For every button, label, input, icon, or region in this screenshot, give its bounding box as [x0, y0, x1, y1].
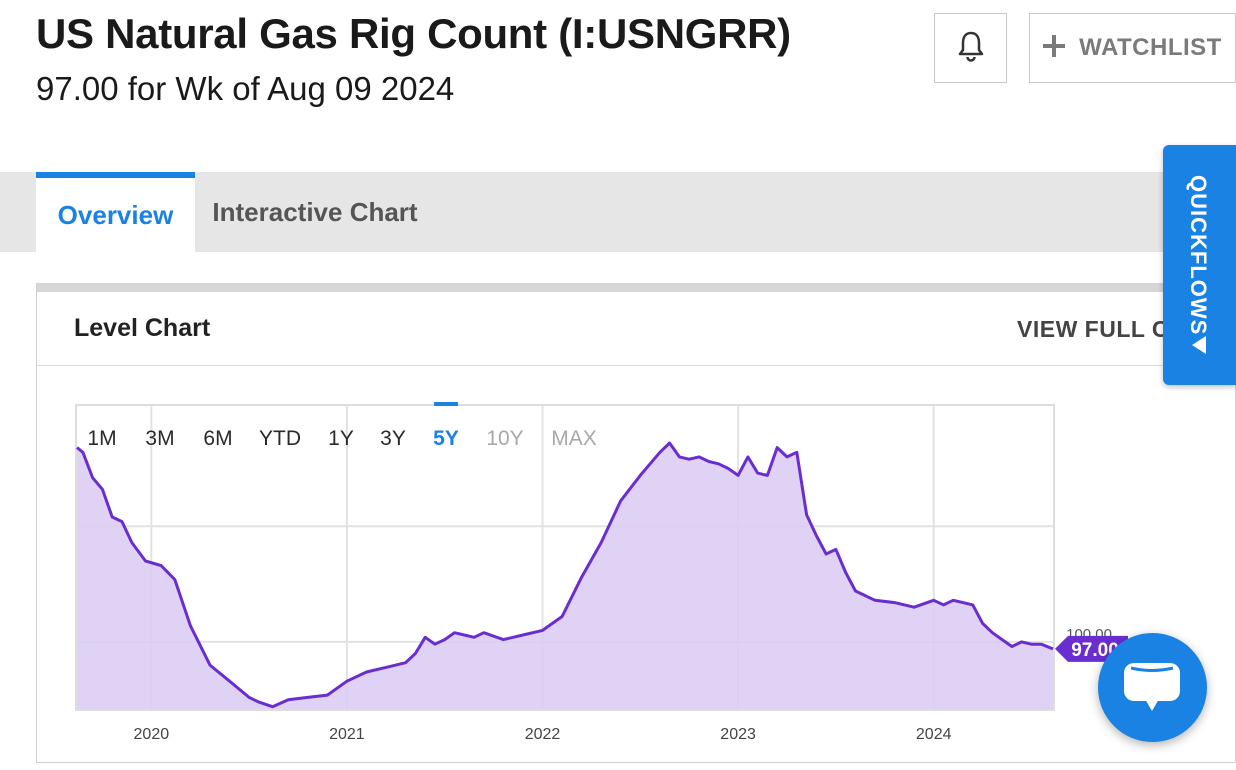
alert-bell-button[interactable] [934, 13, 1007, 83]
range-button-max: MAX [551, 427, 597, 450]
x-axis-ticks: 2020 2021 2022 2023 2024 [134, 726, 952, 743]
page-subtitle: 97.00 for Wk of Aug 09 2024 [36, 70, 455, 107]
quickflows-button[interactable]: QUICKFLOWS [1163, 145, 1236, 385]
chevron-left-icon [1190, 335, 1208, 360]
page-title: US Natural Gas Rig Count (I:USNGRR) [36, 10, 791, 57]
range-button-1y[interactable]: 1Y [328, 427, 354, 450]
range-button-5y[interactable]: 5Y [433, 427, 459, 450]
range-selector: 1M 3M 6M YTD 1Y 3Y 5Y 10Y MAX [87, 402, 597, 450]
tab-overview[interactable]: Overview [36, 172, 195, 252]
series-area [77, 443, 1053, 709]
range-button-ytd[interactable]: YTD [259, 427, 301, 450]
bell-icon [957, 30, 985, 67]
x-tick-label: 2022 [525, 726, 561, 743]
range-button-10y: 10Y [486, 427, 523, 450]
card-title: Level Chart [74, 314, 211, 342]
range-button-3y[interactable]: 3Y [380, 427, 406, 450]
range-button-1m[interactable]: 1M [87, 427, 116, 450]
chat-button[interactable] [1098, 633, 1207, 742]
range-button-6m[interactable]: 6M [203, 427, 232, 450]
x-tick-label: 2021 [329, 726, 365, 743]
plus-icon [1043, 34, 1066, 62]
active-range-indicator [434, 402, 458, 406]
x-tick-label: 2023 [720, 726, 756, 743]
x-tick-label: 2024 [916, 726, 952, 743]
x-tick-label: 2020 [134, 726, 170, 743]
range-button-3m[interactable]: 3M [145, 427, 174, 450]
tab-interactive-chart[interactable]: Interactive Chart [212, 196, 418, 227]
tab-bar: Overview Interactive Chart [0, 172, 1236, 252]
add-watchlist-button[interactable]: WATCHLIST [1029, 13, 1236, 83]
series-line [76, 441, 1054, 709]
quickflows-label: QUICKFLOWS [1186, 175, 1211, 336]
watchlist-label: WATCHLIST [1079, 34, 1222, 61]
